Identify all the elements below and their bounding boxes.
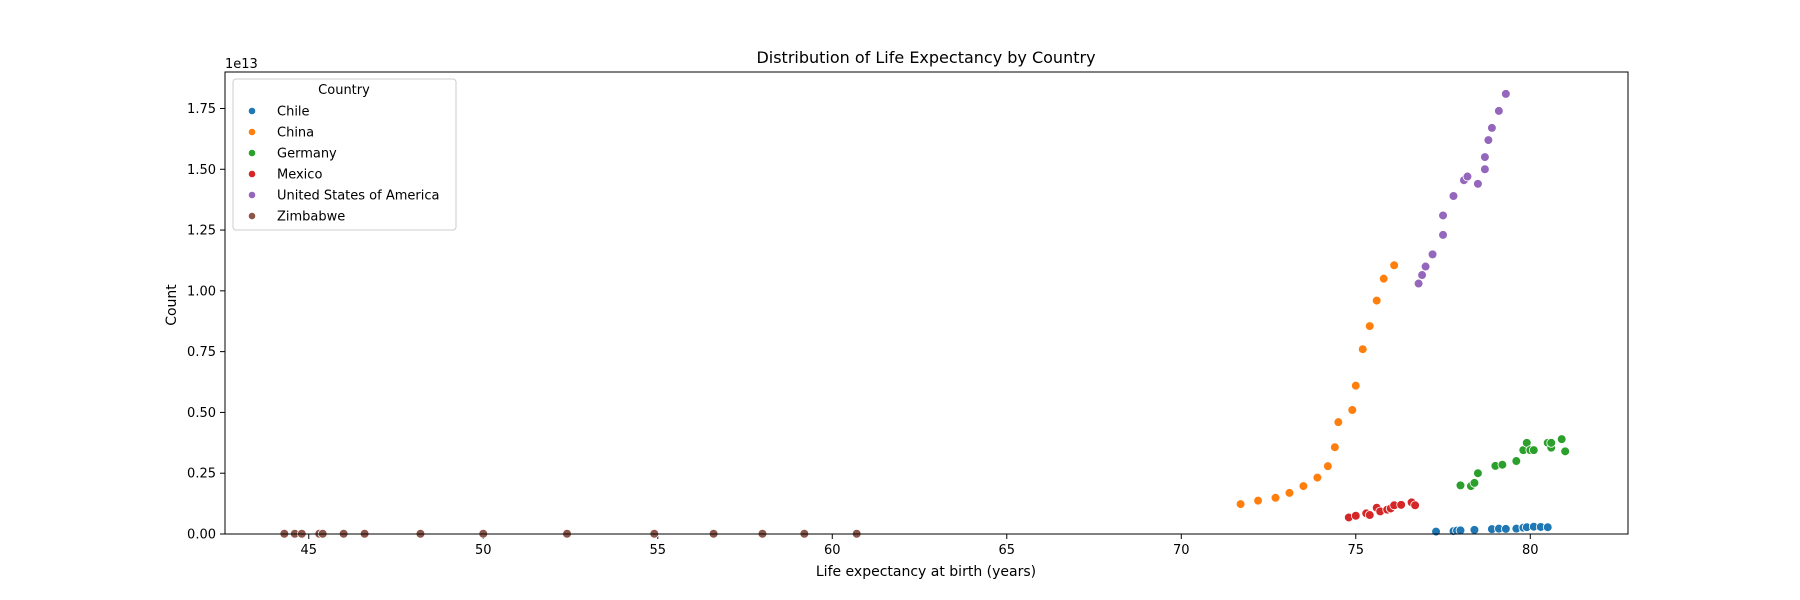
data-point (1473, 179, 1483, 189)
data-point (1364, 321, 1375, 331)
data-point (1312, 472, 1323, 483)
data-point (1253, 495, 1263, 506)
data-point (1431, 526, 1441, 537)
legend-marker (248, 191, 256, 199)
legend-marker (248, 149, 256, 157)
data-point (1396, 500, 1406, 510)
x-tick-label: 80 (1522, 543, 1539, 558)
data-point (1480, 164, 1490, 175)
data-point (1438, 230, 1448, 240)
legend-marker (248, 170, 256, 178)
legend-box (232, 78, 457, 231)
legend-entry: Zimbabwe (277, 210, 345, 225)
data-point (1528, 445, 1539, 455)
legend-entry: Germany (277, 147, 337, 162)
data-point (1323, 461, 1333, 471)
y-tick-label: 0.50 (187, 406, 216, 421)
legend-marker (248, 212, 256, 220)
data-point (1333, 417, 1344, 427)
data-point (1556, 434, 1567, 444)
x-tick-label: 60 (824, 543, 841, 558)
y-tick-label: 0.75 (187, 345, 216, 360)
legend-entry: Chile (277, 105, 310, 120)
data-point (1494, 106, 1504, 116)
data-point (1427, 249, 1438, 260)
axis-ticks: 45 50 55 60 65 70 75 80 0.00 0.25 0.50 0.75 1.00 1.25… (187, 102, 1539, 558)
x-tick-label: 50 (475, 543, 492, 558)
data-point (1455, 480, 1466, 491)
data-point (1330, 442, 1340, 452)
data-point (1371, 295, 1382, 306)
y-axis-label: Count (164, 284, 180, 326)
data-point (1410, 500, 1420, 511)
plot-frame (224, 71, 1629, 535)
legend-entry: Mexico (277, 168, 322, 183)
data-point (1389, 260, 1399, 271)
data-point (1501, 524, 1511, 534)
data-point (1420, 261, 1431, 272)
legend-entry: United States of America (277, 189, 439, 204)
data-point (1511, 456, 1522, 466)
data-point (1483, 135, 1494, 145)
data-point (1469, 525, 1480, 535)
data-point (1357, 344, 1368, 355)
y-tick-label: 0.00 (187, 528, 216, 543)
x-tick-label: 45 (300, 543, 317, 558)
data-point (1364, 510, 1375, 520)
data-point (1235, 499, 1246, 509)
data-point (1378, 273, 1389, 284)
data-point (1501, 89, 1511, 99)
y-tick-label: 1.00 (187, 284, 216, 299)
chart-title: Distribution of Life Expectancy by Count… (756, 48, 1095, 67)
y-offset-text: 1e13 (225, 57, 258, 72)
data-point (1417, 270, 1427, 280)
x-tick-label: 75 (1348, 543, 1365, 558)
legend-marker (248, 107, 256, 115)
data-point (1462, 171, 1473, 182)
data-point (1480, 152, 1490, 162)
data-point (1350, 510, 1361, 521)
legend-title: Country (318, 83, 370, 98)
data-point (1497, 459, 1508, 470)
data-point (1469, 478, 1480, 488)
y-tick-label: 1.75 (187, 102, 216, 117)
data-point (1298, 481, 1309, 491)
data-points (279, 89, 1570, 539)
data-point (1448, 191, 1459, 201)
x-axis-label: Life expectancy at birth (years) (816, 564, 1036, 580)
x-tick-label: 55 (649, 543, 666, 558)
data-point (1438, 210, 1448, 221)
legend-entry: China (277, 126, 314, 141)
x-tick-label: 65 (998, 543, 1015, 558)
y-tick-label: 0.25 (187, 467, 216, 482)
data-point (1487, 123, 1497, 133)
data-point (1455, 525, 1466, 536)
y-tick-label: 1.50 (187, 163, 216, 178)
legend: Country Chile China Germany Mexico United Sta… (232, 78, 457, 231)
data-point (1542, 522, 1553, 532)
data-point (1473, 468, 1483, 479)
data-point (1560, 446, 1570, 457)
data-point (1546, 438, 1557, 448)
data-point (1413, 278, 1424, 289)
data-point (1284, 488, 1295, 498)
data-point (1347, 405, 1358, 415)
data-point (1270, 492, 1281, 503)
x-tick-label: 70 (1173, 543, 1190, 558)
legend-marker (248, 128, 256, 136)
data-point (1350, 380, 1361, 391)
y-tick-label: 1.25 (187, 224, 216, 239)
